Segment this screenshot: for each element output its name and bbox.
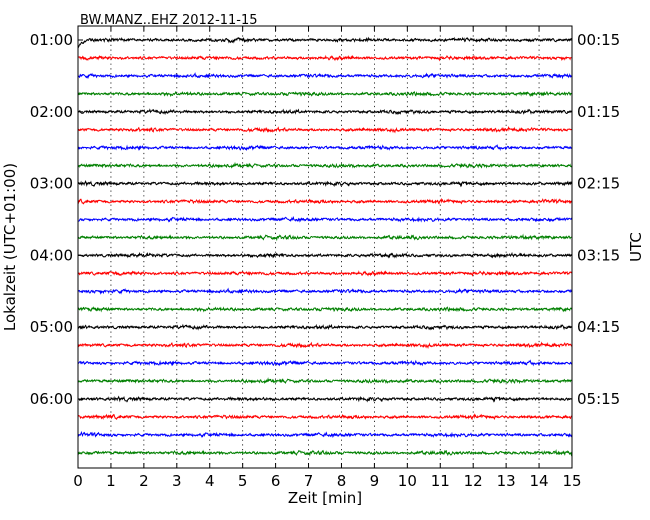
chart-title: BW.MANZ..EHZ 2012-11-15	[80, 13, 258, 28]
trace-11	[77, 233, 573, 242]
x-axis-label: Zeit [min]	[288, 489, 362, 507]
trace-4	[77, 108, 573, 116]
plot-frame	[77, 25, 573, 469]
x-tick-label-14: 14	[530, 472, 549, 490]
trace-17	[77, 341, 573, 349]
x-tick-label-15: 15	[562, 472, 581, 490]
trace-2	[77, 72, 573, 80]
x-tick-label-0: 0	[73, 472, 83, 490]
trace-21	[77, 413, 573, 421]
x-tick-label-11: 11	[431, 472, 450, 490]
trace-10	[77, 215, 573, 223]
trace-16	[77, 323, 573, 331]
left-axis-label: Lokalzeit (UTC+01:00)	[1, 163, 19, 331]
left-tick-label-1: 02:00	[30, 103, 73, 121]
x-tick-label-13: 13	[497, 472, 516, 490]
trace-6	[77, 144, 573, 152]
left-tick-label-0: 01:00	[30, 31, 73, 49]
trace-5	[77, 125, 573, 134]
right-tick-label-4: 04:15	[577, 318, 620, 336]
trace-13	[77, 270, 573, 277]
trace-18	[77, 359, 573, 367]
trace-22	[77, 430, 573, 439]
trace-7	[77, 161, 573, 169]
x-tick-label-7: 7	[304, 472, 314, 490]
x-tick-label-10: 10	[398, 472, 417, 490]
right-tick-label-1: 01:15	[577, 103, 620, 121]
left-tick-label-2: 03:00	[30, 175, 73, 193]
trace-19	[77, 377, 573, 385]
left-tick-label-4: 05:00	[30, 318, 73, 336]
trace-20	[77, 395, 573, 403]
x-axis-ticks: 0 1 2 3 4 5 6 7 8 9 10 11 12 13 14 15	[73, 26, 582, 490]
right-tick-label-0: 00:15	[577, 31, 620, 49]
x-tick-label-1: 1	[106, 472, 116, 490]
trace-23	[77, 448, 573, 457]
right-axis-label: UTC	[627, 232, 645, 262]
trace-3	[77, 90, 573, 98]
right-axis-ticks: 00:15 01:15 02:15 03:15 04:15 05:15	[567, 31, 620, 408]
x-tick-label-4: 4	[205, 472, 215, 490]
trace-0	[77, 36, 573, 49]
left-tick-label-5: 06:00	[30, 390, 73, 408]
trace-8	[77, 180, 573, 188]
x-tick-label-8: 8	[337, 472, 347, 490]
grid-lines	[110, 26, 540, 468]
trace-1	[77, 54, 573, 62]
x-tick-label-5: 5	[238, 472, 248, 490]
trace-12	[77, 251, 573, 259]
left-axis-ticks: 01:00 02:00 03:00 04:00 05:00 06:00	[30, 31, 83, 408]
x-tick-label-12: 12	[464, 472, 483, 490]
right-tick-label-2: 02:15	[577, 175, 620, 193]
x-tick-label-3: 3	[172, 472, 182, 490]
trace-15	[77, 306, 573, 313]
trace-9	[77, 197, 573, 205]
x-tick-label-6: 6	[271, 472, 281, 490]
x-tick-label-9: 9	[370, 472, 380, 490]
right-tick-label-5: 05:15	[577, 390, 620, 408]
right-tick-label-3: 03:15	[577, 246, 620, 264]
left-tick-label-3: 04:00	[30, 246, 73, 264]
x-tick-label-2: 2	[139, 472, 149, 490]
seismic-traces	[77, 36, 573, 457]
trace-14	[77, 287, 573, 295]
